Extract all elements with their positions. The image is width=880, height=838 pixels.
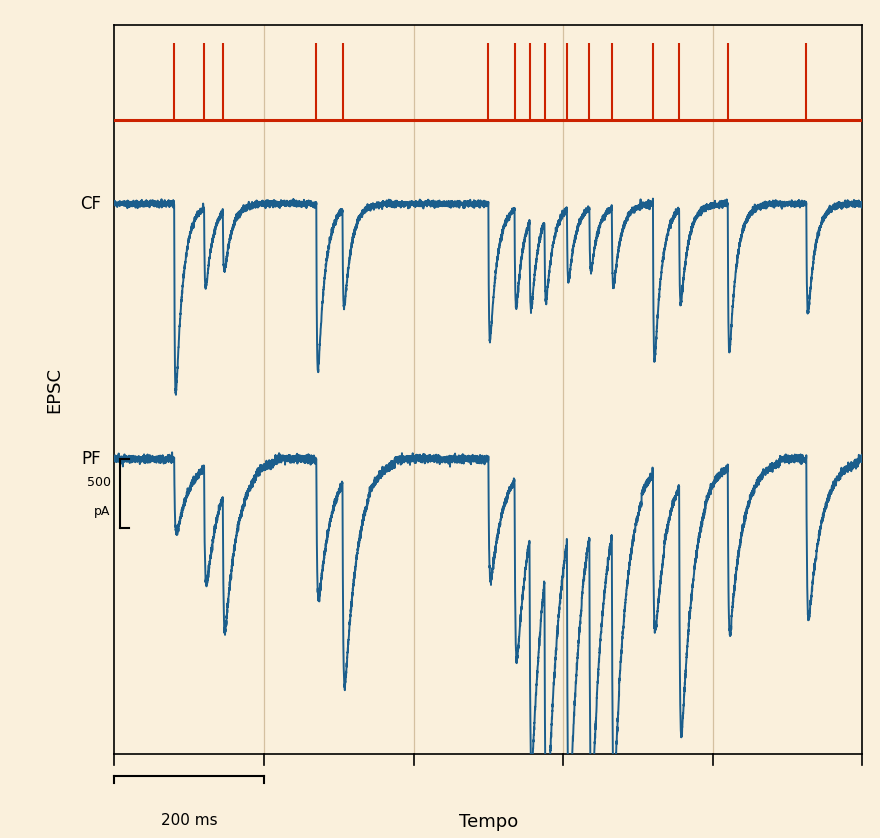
Text: PF: PF xyxy=(81,450,101,468)
Text: CF: CF xyxy=(80,194,101,213)
Text: 200 ms: 200 ms xyxy=(161,813,217,827)
Text: EPSC: EPSC xyxy=(46,367,63,412)
Text: Tempo: Tempo xyxy=(458,813,518,830)
Text: 500: 500 xyxy=(86,476,111,489)
Text: pA: pA xyxy=(94,505,111,518)
